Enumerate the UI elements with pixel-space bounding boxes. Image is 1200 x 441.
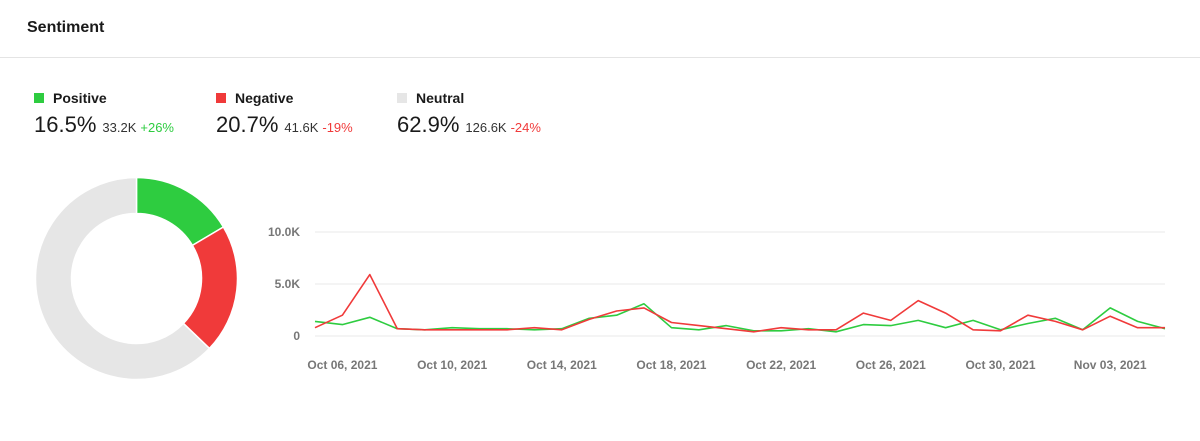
y-tick-label: 10.0K bbox=[268, 225, 300, 239]
negative-percent: 20.7% bbox=[216, 112, 279, 137]
series-line-positive[interactable] bbox=[314, 303, 1166, 333]
negative-label: Negative bbox=[235, 90, 294, 106]
negative-count: 41.6K bbox=[284, 120, 319, 135]
x-tick-label: Oct 06, 2021 bbox=[307, 358, 377, 372]
neutral-percent: 62.9% bbox=[397, 112, 460, 137]
positive-count: 33.2K bbox=[102, 120, 137, 135]
summary-negative: Negative 20.7% 41.6K -19% bbox=[216, 88, 353, 138]
x-tick-label: Oct 18, 2021 bbox=[636, 358, 706, 372]
donut-slice-negative[interactable] bbox=[182, 225, 239, 350]
neutral-label: Neutral bbox=[416, 90, 465, 106]
y-tick-label: 0 bbox=[293, 329, 300, 343]
neutral-swatch bbox=[397, 93, 407, 103]
x-tick-label: Oct 10, 2021 bbox=[417, 358, 487, 372]
x-tick-label: Nov 03, 2021 bbox=[1074, 358, 1147, 372]
donut-slice-neutral[interactable] bbox=[34, 176, 211, 381]
summary-neutral: Neutral 62.9% 126.6K -24% bbox=[397, 88, 541, 138]
x-tick-label: Oct 14, 2021 bbox=[527, 358, 597, 372]
x-tick-label: Oct 22, 2021 bbox=[746, 358, 816, 372]
series-line-negative[interactable] bbox=[314, 273, 1165, 333]
panel-title: Sentiment bbox=[27, 19, 105, 36]
positive-percent: 16.5% bbox=[34, 112, 97, 137]
neutral-change: -24% bbox=[510, 120, 541, 135]
sentiment-line-chart: 0 5.0K 10.0K Oct 06, 2021 Oct 10, 2021 Oct 14… bbox=[268, 225, 1166, 372]
positive-swatch bbox=[34, 93, 44, 103]
positive-change: +26% bbox=[140, 120, 174, 135]
summary-positive: Positive 16.5% 33.2K +26% bbox=[34, 88, 174, 138]
panel-header: Sentiment bbox=[0, 0, 1200, 58]
negative-change: -19% bbox=[322, 120, 353, 135]
positive-label: Positive bbox=[53, 90, 107, 106]
x-tick-label: Oct 30, 2021 bbox=[965, 358, 1035, 372]
negative-swatch bbox=[216, 93, 226, 103]
sentiment-donut-chart bbox=[34, 176, 239, 381]
y-tick-label: 5.0K bbox=[275, 277, 301, 291]
neutral-count: 126.6K bbox=[465, 120, 507, 135]
x-tick-label: Oct 26, 2021 bbox=[856, 358, 926, 372]
